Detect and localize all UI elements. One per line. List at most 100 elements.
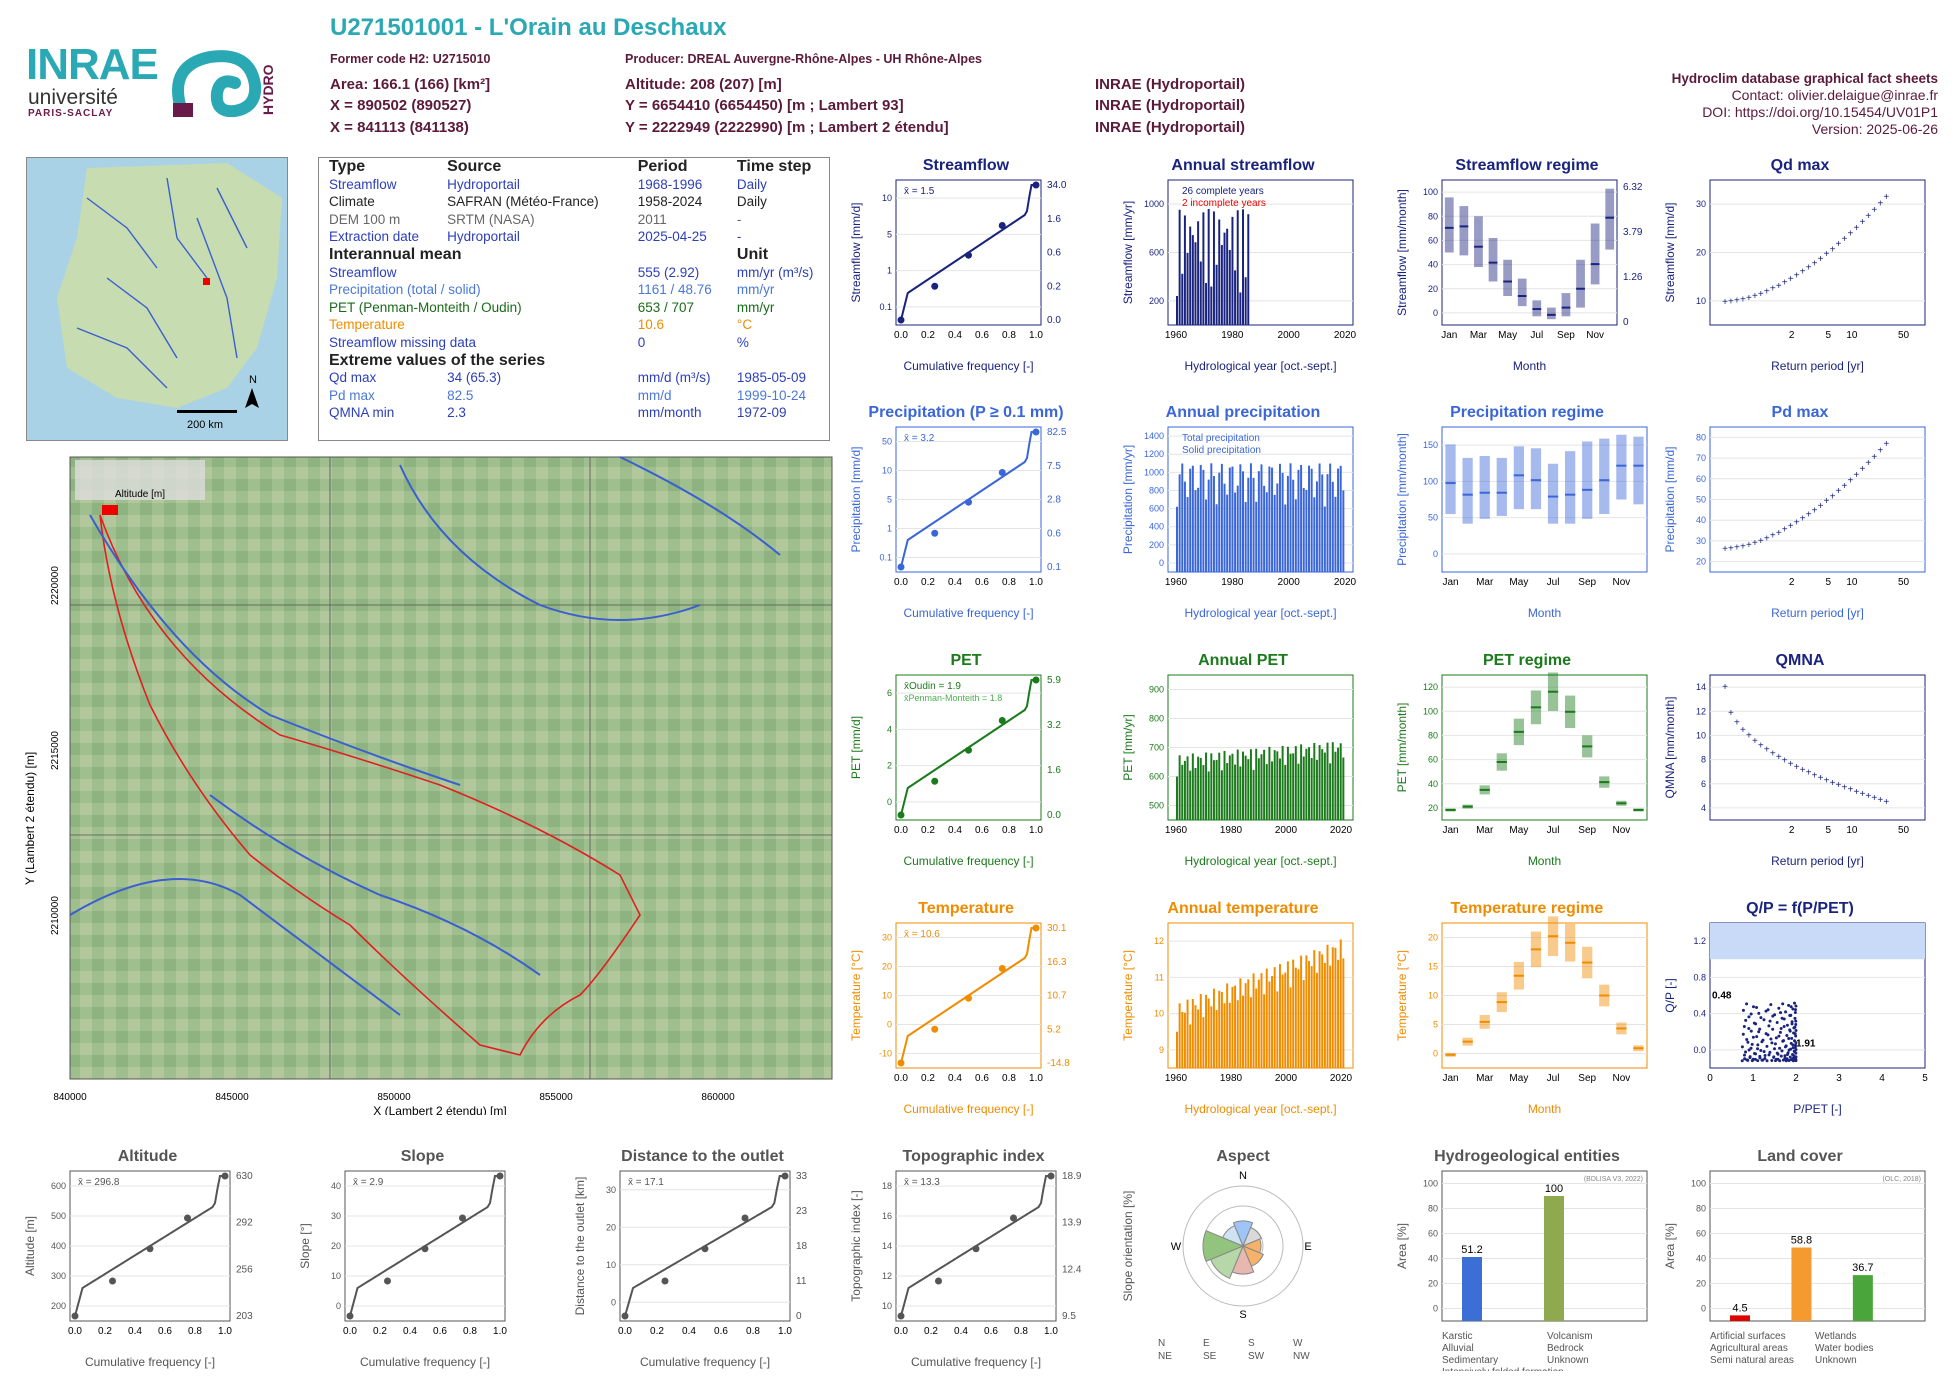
- x-tick-label: Nov: [1612, 577, 1630, 588]
- y-tick-label: 1.2: [1693, 936, 1706, 946]
- y-tick-label: 40: [1696, 1254, 1706, 1264]
- bar: [1339, 939, 1342, 1068]
- y-tick-label: 100: [1423, 476, 1438, 486]
- point-marker: +: [1764, 286, 1770, 297]
- x-tick-label: 1980: [1221, 577, 1244, 588]
- map-ytick: 2220000: [50, 566, 61, 605]
- inter-cell: mm/yr (m³/s): [736, 264, 814, 280]
- x-axis-label: Return period [yr]: [1771, 854, 1864, 868]
- point-marker: +: [1776, 528, 1782, 539]
- mean-label: x̄ = 1.5: [904, 186, 935, 197]
- scatter-point: [1793, 1008, 1797, 1012]
- row-cell: DEM 100 m: [329, 211, 401, 227]
- x-axis-label: Month: [1528, 1102, 1561, 1116]
- bar: [1268, 981, 1271, 1068]
- bar: [1244, 501, 1247, 572]
- y-tick-label: 15: [1428, 962, 1438, 972]
- point-marker: +: [1734, 296, 1740, 307]
- y-tick-label: 100: [1423, 706, 1438, 716]
- bar-label: 36.7: [1852, 1262, 1873, 1274]
- x-tick-label: 50: [1898, 825, 1910, 836]
- p_cdf-chart: Precipitation (P ≥ 0.1 mm) Precipitation …: [849, 404, 1067, 620]
- right-tick-label: 0.0: [1047, 315, 1061, 326]
- scatter-point: [1768, 1050, 1772, 1054]
- bar: [1205, 499, 1208, 572]
- bar: [1329, 965, 1332, 1068]
- y-tick-label: 80: [1428, 1204, 1438, 1214]
- point-marker: +: [1812, 258, 1818, 269]
- bar: [1218, 219, 1221, 325]
- x-tick-label: 0.4: [682, 1326, 696, 1337]
- x-axis-label: Cumulative frequency [-]: [903, 1102, 1033, 1116]
- legend-label: Karstic: [1442, 1331, 1473, 1342]
- scatter-point: [1775, 1051, 1779, 1055]
- x-tick-label: 2000: [1278, 577, 1301, 588]
- y-tick-label: 50: [1696, 495, 1706, 505]
- rose-ring: [1182, 1185, 1304, 1307]
- bar: [1223, 232, 1226, 325]
- box: [1530, 448, 1542, 510]
- scatter-point: [1794, 1059, 1798, 1063]
- scatter-point: [1764, 1032, 1768, 1036]
- mean-label: x̄ = 2.9: [353, 1177, 384, 1188]
- bar-label: 100: [1545, 1183, 1563, 1195]
- x-tick-label: Jan: [1442, 825, 1458, 836]
- x-tick-label: 1960: [1165, 330, 1188, 341]
- y-tick-label: 10: [1696, 730, 1706, 740]
- y-tick-label: 6: [887, 688, 892, 698]
- x-tick-label: 3: [1836, 1073, 1842, 1084]
- x-tick-label: 0.4: [948, 330, 962, 341]
- bar: [1212, 476, 1215, 572]
- cdf-point: [781, 1172, 789, 1180]
- box: [1590, 223, 1600, 285]
- scatter-point: [1742, 1025, 1746, 1029]
- bar: [1263, 485, 1266, 572]
- point-marker: +: [1746, 540, 1752, 551]
- bar: [1302, 488, 1305, 572]
- bar: [1247, 759, 1250, 820]
- bar: [1284, 764, 1287, 820]
- x-tick-label: 0.6: [714, 1326, 728, 1337]
- cdf-point: [109, 1277, 116, 1285]
- compass-label: N: [1239, 1170, 1247, 1182]
- scatter-point: [1790, 1022, 1794, 1026]
- point-marker: +: [1782, 756, 1788, 767]
- point-marker: +: [1859, 464, 1865, 475]
- x-tick-label: 1.0: [1044, 1326, 1058, 1337]
- bar: [1292, 479, 1295, 572]
- bar: [1244, 277, 1247, 325]
- h-type: Type: [329, 158, 366, 175]
- ext-cell: 1985-05-09: [736, 370, 806, 386]
- y-tick-label: 100: [1423, 1179, 1438, 1189]
- legend-label: Bedrock: [1547, 1343, 1585, 1354]
- info-table: Type Source Period Time step Streamflow Hydr…: [318, 157, 830, 441]
- point-marker: +: [1853, 470, 1859, 481]
- bar: [1276, 751, 1279, 820]
- x-tick-label: May: [1498, 330, 1517, 341]
- bar: [1271, 467, 1274, 572]
- y-tick-label: 600: [1149, 504, 1164, 514]
- scatter-point: [1769, 1003, 1773, 1007]
- legend-label: Solid precipitation: [1182, 445, 1261, 456]
- cdf-point: [701, 1245, 709, 1253]
- bar: [1249, 997, 1252, 1068]
- point-marker: +: [1734, 718, 1740, 729]
- point-marker: +: [1865, 211, 1871, 222]
- scatter-point: [1744, 1018, 1748, 1022]
- chart-title: Topographic index: [903, 1148, 1045, 1165]
- x-tick-label: 0.2: [373, 1326, 387, 1337]
- y-tick-label: 1200: [1144, 449, 1164, 459]
- bar: [1263, 994, 1266, 1068]
- x-tick-label: Mar: [1476, 577, 1494, 588]
- y-tick-label: 20: [1428, 803, 1438, 813]
- chart-title: Aspect: [1216, 1148, 1270, 1165]
- bar: [1226, 494, 1229, 572]
- inter-cell: 10.6: [637, 317, 664, 333]
- scatter-point: [1750, 1042, 1754, 1046]
- y-tick-label: 0.1: [879, 302, 892, 312]
- x-tick-label: 2020: [1330, 1073, 1353, 1084]
- map-xtick: 855000: [539, 1092, 573, 1103]
- scatter-point: [1741, 1008, 1745, 1012]
- cdf-point: [965, 251, 972, 259]
- bar: [1181, 273, 1184, 325]
